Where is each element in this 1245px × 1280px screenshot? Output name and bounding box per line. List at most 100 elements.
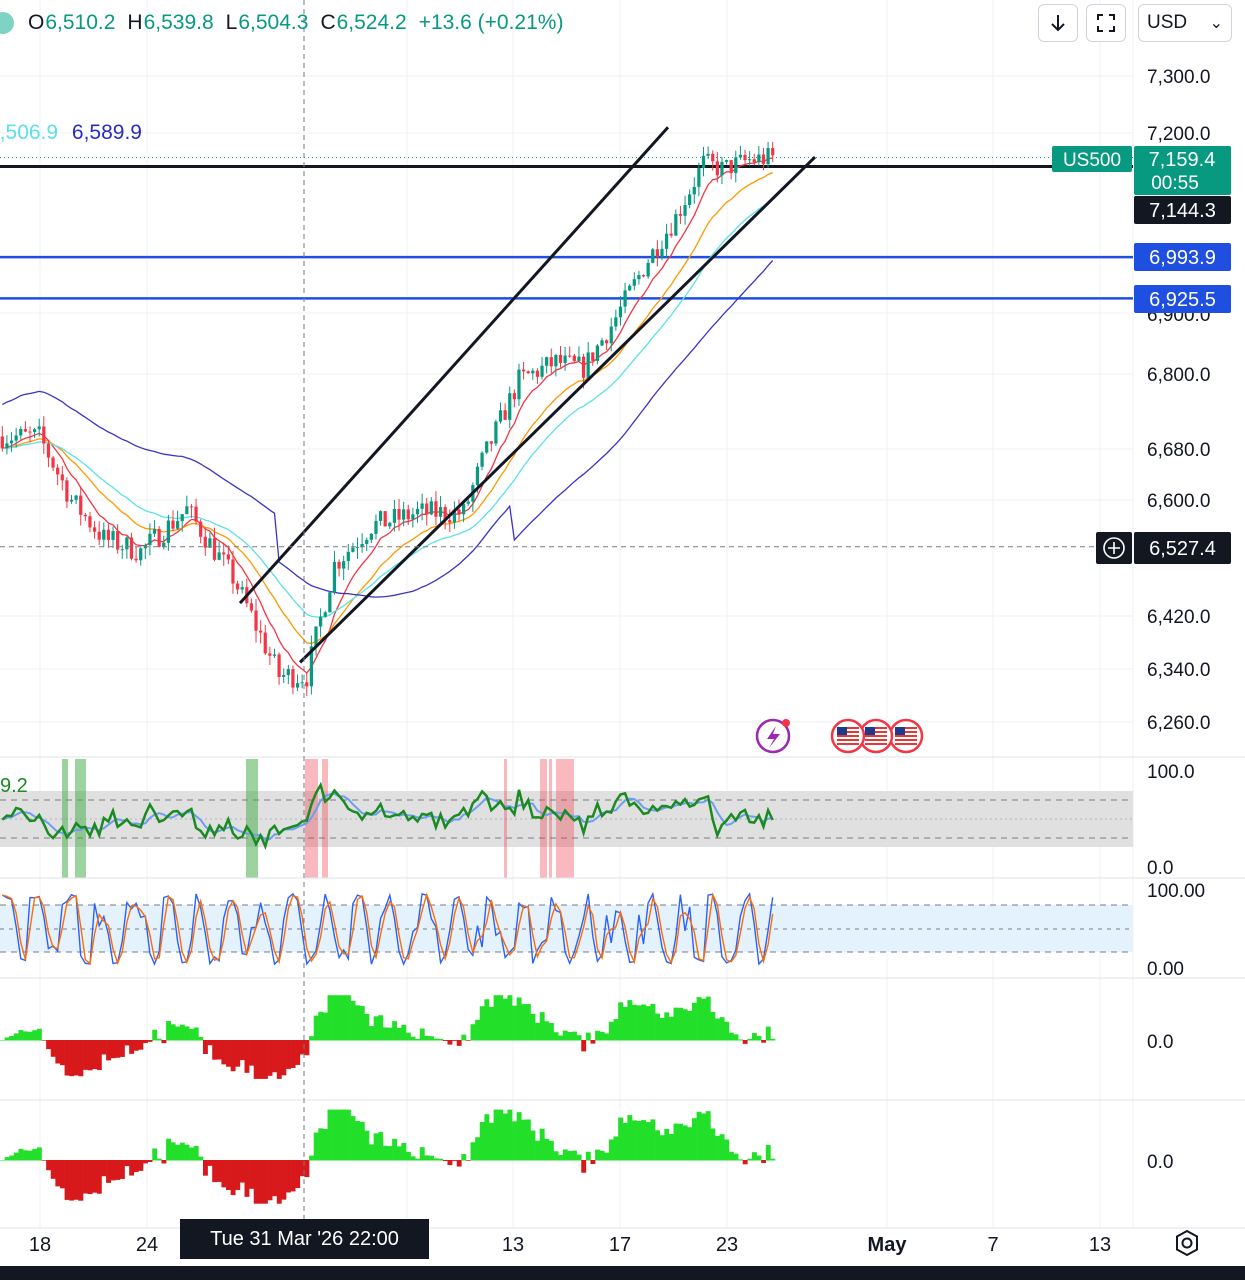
osc1-bar (313, 1015, 319, 1041)
candle-body (65, 480, 69, 502)
osc1-bar (419, 1028, 425, 1041)
osc1-bar (521, 1004, 527, 1041)
osc1-bar (719, 1017, 725, 1041)
osc2-bar (493, 1109, 499, 1161)
candle-body (332, 561, 337, 593)
osc1-bar (525, 1003, 531, 1041)
osc1-bar (299, 1040, 305, 1055)
osc1-bar (659, 1017, 665, 1041)
osc2-bar (290, 1160, 296, 1192)
osc2-bar (64, 1160, 70, 1200)
osc1-bar (355, 1005, 361, 1041)
channel-lower-line (298, 156, 817, 664)
osc1-bar (530, 1013, 536, 1041)
rsi-zone-red (556, 759, 574, 878)
fullscreen-icon (1097, 14, 1115, 32)
osc2-bar (424, 1155, 430, 1161)
osc1-bar (110, 1040, 116, 1059)
candle-body (272, 654, 277, 656)
osc2-bar (498, 1109, 504, 1161)
fullscreen-button[interactable] (1086, 4, 1126, 42)
osc2-bar (281, 1160, 287, 1200)
osc1-bar (304, 1040, 310, 1056)
osc1-bar (604, 1033, 610, 1041)
osc2-bar (429, 1155, 434, 1161)
candle-body (185, 506, 189, 515)
flag-stripe (837, 735, 859, 737)
osc2-bar (258, 1160, 264, 1204)
osc2-bar (13, 1152, 19, 1161)
rsi-zone-green (246, 759, 258, 878)
osc1-bar (682, 1009, 688, 1041)
event-markers[interactable] (755, 718, 924, 754)
stoch-d-line (2, 892, 774, 966)
candle-body (701, 155, 706, 169)
candle-body (286, 669, 290, 676)
osc1-bar (78, 1040, 84, 1077)
osc2-bar (544, 1138, 550, 1161)
candle-body (586, 352, 590, 378)
osc1-bar (309, 1036, 314, 1041)
settings-gear-icon[interactable] (1172, 1228, 1202, 1258)
osc2-bar (216, 1160, 222, 1182)
osc1-bar (46, 1040, 52, 1050)
osc2-bar (572, 1150, 577, 1161)
osc1-bar (512, 1005, 517, 1041)
osc1-bar (470, 1024, 476, 1041)
osc2-bar (73, 1160, 79, 1200)
candle-body (102, 529, 106, 540)
candle-body (720, 161, 724, 176)
candle-body (235, 583, 240, 590)
candle-body (674, 214, 678, 236)
currency-select[interactable]: USD ⌄ (1138, 4, 1232, 42)
download-button[interactable] (1038, 4, 1078, 42)
flag-stripe (865, 731, 887, 733)
osc1-bar (535, 1022, 541, 1041)
candle-body (180, 514, 184, 522)
osc2-bar (387, 1146, 393, 1161)
channel-upper-line (238, 126, 670, 605)
osc2-bar (465, 1160, 471, 1161)
osc2-bar (558, 1154, 564, 1161)
candle-body (152, 529, 157, 534)
trend-channel[interactable] (238, 126, 817, 664)
osc2-bar (202, 1160, 208, 1176)
candle-body (42, 426, 46, 444)
candle-body (540, 365, 544, 377)
market-status-icon (0, 12, 14, 34)
crosshair-price-label-box (1134, 532, 1231, 564)
osc2-bar (733, 1153, 739, 1161)
candle-body (761, 154, 766, 165)
candle-body (646, 262, 650, 277)
event-dot (782, 719, 790, 727)
candle-body (480, 452, 484, 467)
flag-stripe (837, 739, 859, 741)
grid (0, 0, 1134, 1228)
osc2-bar (235, 1160, 241, 1190)
osc1-bar (59, 1040, 65, 1066)
osc1-bar (341, 995, 347, 1041)
osc1-bar (650, 1003, 656, 1041)
osc1-bar (345, 995, 351, 1041)
osc2-bar (447, 1160, 453, 1166)
price-tick-label: 6,340.0 (1147, 660, 1210, 681)
osc2-bar (59, 1160, 65, 1189)
osc1-bar (673, 1007, 679, 1041)
osc1-bar (544, 1021, 550, 1041)
osc1-bar (253, 1040, 259, 1079)
osc2-bar (410, 1156, 416, 1161)
osc2-bar (207, 1160, 213, 1166)
candle-body (526, 371, 530, 374)
osc1-bar (595, 1030, 601, 1041)
osc2-bar (299, 1160, 305, 1177)
osc1-bar (456, 1040, 462, 1046)
osc2-bar (212, 1160, 218, 1183)
osc1-bar (189, 1028, 195, 1041)
candle-body (752, 159, 756, 163)
osc2-bar (719, 1134, 725, 1161)
candle-body (148, 533, 152, 546)
osc1-bar (655, 1013, 660, 1041)
osc2-bar (548, 1140, 554, 1161)
candle-body (623, 290, 627, 307)
